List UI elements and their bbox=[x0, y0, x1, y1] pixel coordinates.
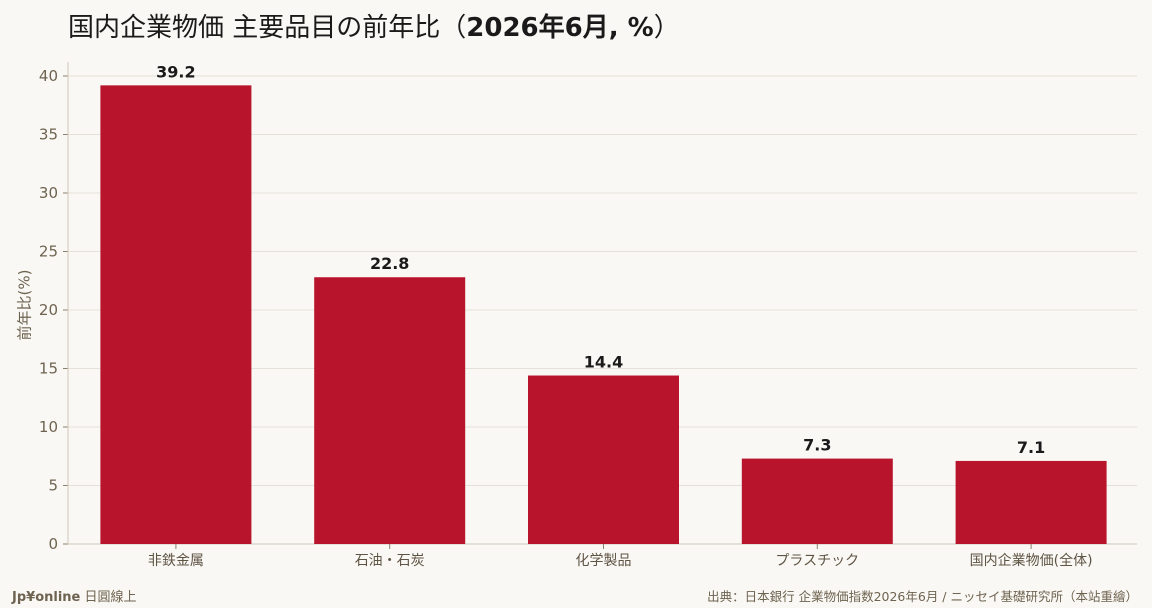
bar-0 bbox=[100, 85, 252, 545]
x-tick-label-4: 国内企業物価(全体) bbox=[970, 552, 1093, 569]
y-tick-label-5: 25 bbox=[39, 243, 58, 261]
y-tick-label-1: 5 bbox=[48, 477, 58, 495]
y-tick-label-7: 35 bbox=[39, 126, 58, 144]
chart-title: 国内企業物価 主要品目の前年比（2026年6月, %） bbox=[68, 10, 680, 46]
bar-4 bbox=[955, 460, 1107, 544]
bar-3 bbox=[741, 458, 893, 544]
brand-footer: Jp¥online 日圓線上 bbox=[12, 586, 137, 605]
data-label-3: 7.3 bbox=[803, 436, 831, 455]
title-bold: 2026年6月, % bbox=[466, 13, 654, 43]
source-note: 出典：日本銀行 企業物価指数2026年6月 / ニッセイ基礎研究所（本站重繪） bbox=[707, 589, 1138, 604]
x-tick-label-3: プラスチック bbox=[775, 553, 859, 569]
x-tick-label-0: 非鉄金属 bbox=[148, 553, 204, 569]
y-tick-label-2: 10 bbox=[39, 418, 58, 436]
bar-1 bbox=[314, 277, 466, 544]
y-tick-label-6: 30 bbox=[39, 184, 58, 202]
x-tick-label-2: 化学製品 bbox=[576, 553, 632, 569]
title-main: 国内企業物価 主要品目の前年比（ bbox=[68, 13, 467, 43]
data-label-1: 22.8 bbox=[370, 254, 409, 273]
y-tick-label-0: 0 bbox=[48, 535, 58, 553]
bar-2 bbox=[528, 375, 679, 544]
y-tick-label-4: 20 bbox=[39, 301, 58, 319]
y-tick-label-8: 40 bbox=[39, 67, 58, 85]
x-tick-label-1: 石油・石炭 bbox=[355, 553, 425, 569]
data-label-4: 7.1 bbox=[1017, 438, 1045, 457]
data-label-2: 14.4 bbox=[584, 353, 623, 372]
data-label-0: 39.2 bbox=[156, 62, 195, 81]
brand-sub: 日圓線上 bbox=[80, 590, 137, 605]
title-end: ） bbox=[653, 13, 680, 43]
brand-name: Jp¥online bbox=[12, 590, 81, 605]
y-tick-label-3: 15 bbox=[39, 360, 58, 378]
